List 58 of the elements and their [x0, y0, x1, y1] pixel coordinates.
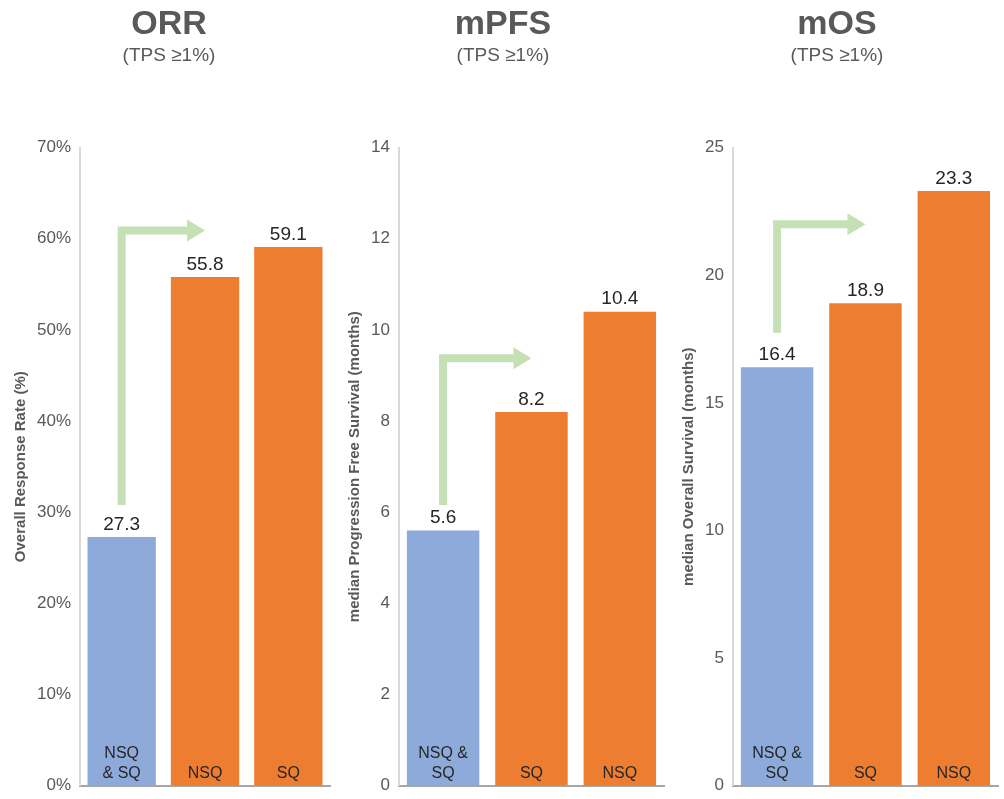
y-tick-label: 12 [370, 228, 390, 248]
y-tick-label: 4 [380, 593, 390, 613]
y-tick-label: 15 [704, 392, 724, 412]
chart-title: mPFS [454, 2, 552, 41]
bar [583, 311, 657, 786]
x-tick-label: NSQ [602, 764, 638, 782]
data-label: 27.3 [103, 512, 141, 534]
x-tick-label: SQ [276, 764, 300, 782]
y-tick-label: 60% [36, 228, 72, 248]
y-tick-label: 20 [704, 264, 724, 284]
y-tick-label: 0 [714, 775, 724, 795]
y-axis-title: Overall Response Rate (%) [11, 371, 29, 563]
data-label: 23.3 [935, 166, 973, 188]
y-axis-title: median Overall Survival (months) [679, 347, 697, 586]
data-label: 59.1 [269, 222, 307, 244]
y-tick-label: 10% [36, 684, 72, 704]
y-tick-label: 10 [370, 319, 390, 339]
y-tick-label: 0 [380, 775, 390, 795]
y-tick-label: 25 [704, 137, 724, 157]
y-tick-label: 10 [704, 520, 724, 540]
y-tick-label: 40% [36, 410, 72, 430]
bar [740, 367, 814, 786]
chart-subtitle: (TPS ≥1%) [122, 44, 216, 66]
y-tick-label: 5 [714, 647, 724, 667]
y-tick-label: 8 [380, 410, 390, 430]
bar [87, 536, 156, 786]
chart-subtitle: (TPS ≥1%) [456, 44, 550, 66]
chart-title: mOS [797, 2, 877, 41]
x-tick-label: NSQ [187, 764, 223, 782]
x-tick-label: NSQ & SQ [752, 744, 803, 782]
chart-subtitle: (TPS ≥1%) [790, 44, 884, 66]
bar [917, 191, 991, 786]
y-tick-label: 6 [380, 501, 390, 521]
y-tick-label: 70% [36, 137, 72, 157]
y-tick-label: 50% [36, 319, 72, 339]
x-tick-label: NSQ & SQ [418, 744, 469, 782]
bar [170, 277, 240, 786]
bar [406, 530, 480, 786]
chart-title: ORR [131, 2, 207, 41]
y-tick-label: 20% [36, 593, 72, 613]
data-label: 5.6 [429, 506, 457, 528]
data-label: 10.4 [601, 287, 639, 309]
x-tick-label: SQ [519, 764, 544, 782]
data-label: 8.2 [518, 387, 545, 409]
y-tick-label: 30% [36, 501, 72, 521]
y-tick-label: 14 [370, 137, 390, 157]
bar [254, 246, 323, 786]
data-label: 55.8 [186, 252, 224, 274]
x-tick-label: NSQ & SQ [102, 744, 141, 782]
bar [495, 412, 568, 786]
x-tick-label: NSQ [936, 764, 972, 782]
y-tick-label: 0% [46, 775, 72, 795]
data-label: 16.4 [758, 342, 797, 364]
y-axis-title: median Progression Free Survival (months) [345, 311, 363, 623]
y-tick-label: 2 [380, 684, 390, 704]
data-label: 18.9 [846, 279, 884, 301]
x-tick-label: SQ [853, 764, 878, 782]
bar [829, 303, 902, 786]
